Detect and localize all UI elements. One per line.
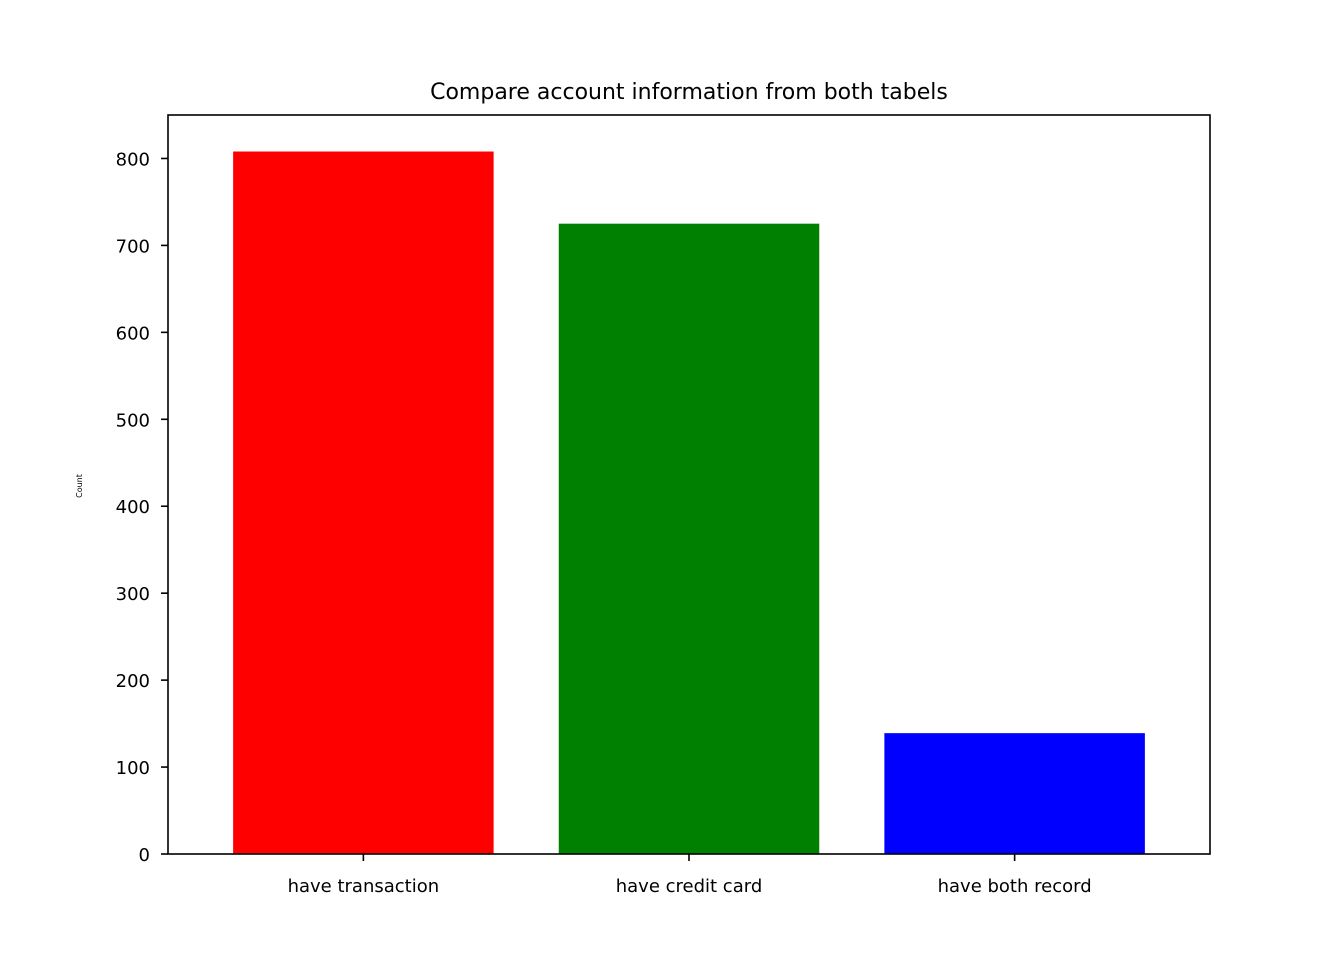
y-tick-label: 0 <box>139 845 150 866</box>
bars-layer <box>233 151 1145 855</box>
y-tick-label: 400 <box>116 497 150 518</box>
x-tick-label: have both record <box>938 876 1092 897</box>
y-tick-label: 300 <box>116 584 150 605</box>
plot-frame <box>167 114 1211 855</box>
x-tick-label: have credit card <box>616 876 763 897</box>
bar-have-both-record <box>884 733 1145 854</box>
y-tick-label: 100 <box>116 758 150 779</box>
bar-have-credit-card <box>558 223 820 855</box>
y-tick-label: 800 <box>116 149 150 170</box>
y-tick-label: 200 <box>116 671 150 692</box>
x-axis: have transaction have credit card have bot… <box>288 854 1092 897</box>
x-tick-label: have transaction <box>288 876 440 897</box>
bar-have-transaction <box>233 151 494 855</box>
y-axis-label: Count <box>75 474 84 498</box>
y-tick-label: 700 <box>116 236 150 257</box>
y-axis: 0 100 200 300 400 500 600 700 800 <box>116 149 168 866</box>
chart-title: Compare account information from both ta… <box>430 80 948 105</box>
y-tick-label: 600 <box>116 323 150 344</box>
y-tick-label: 500 <box>116 410 150 431</box>
